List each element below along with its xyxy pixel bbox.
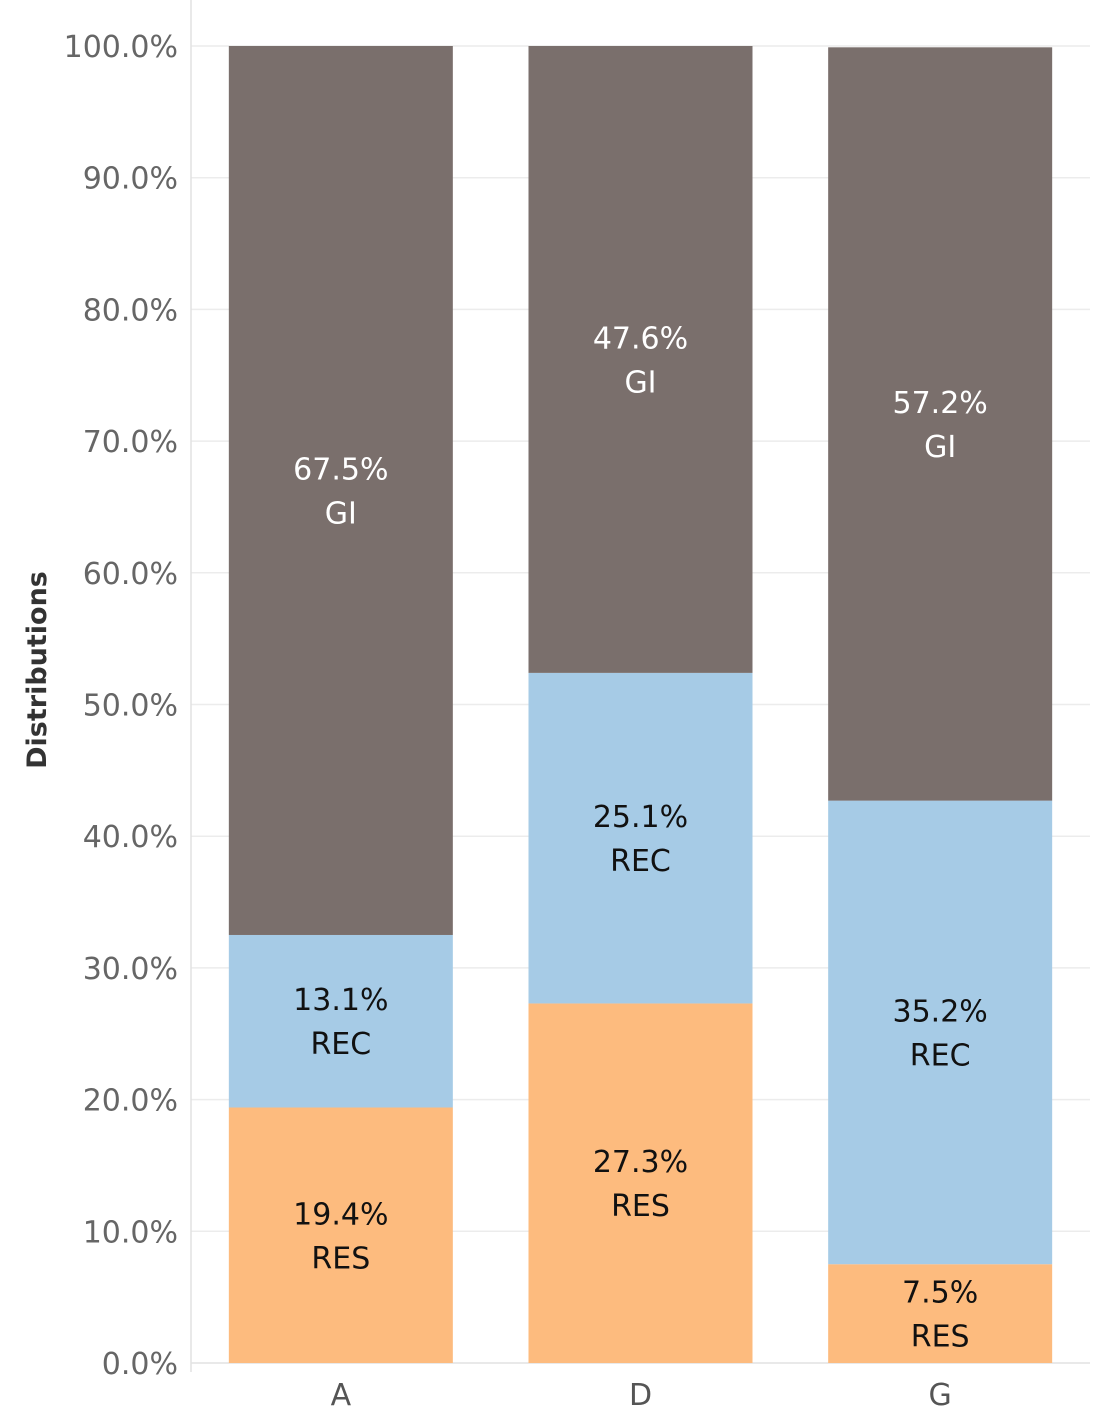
bar-segment-res [828,1264,1053,1363]
y-tick-label: 10.0% [83,1215,178,1250]
bar-segment-gi [828,47,1053,801]
y-tick-labels: 0.0% 10.0% 20.0% 30.0% 40.0% 50.0% 60.0% 70.0% 8… [64,30,178,1382]
y-tick-label: 100.0% [64,30,178,65]
y-tick-label: 40.0% [83,820,178,855]
data-label-series: GI [325,496,357,531]
bar-segment-gi [528,46,753,673]
data-label-series: REC [910,1038,971,1073]
y-tick-label: 50.0% [83,689,178,724]
data-label-value: 7.5% [902,1276,978,1311]
bar-segment-rec [828,800,1053,1265]
data-label-series: REC [610,844,671,879]
x-tick-label: A [331,1378,352,1413]
x-tick-label: G [929,1378,952,1413]
bar-segment-res [228,1107,453,1363]
bar-segment-res [528,1003,753,1363]
y-tick-label: 80.0% [83,293,178,328]
data-label-series: RES [311,1241,370,1276]
bar-segment-rec [228,934,453,1108]
y-tick-label: 90.0% [83,162,178,197]
y-tick-label: 30.0% [83,952,178,987]
segment-labels: 19.4% RES 13.1% REC 67.5% GI 27.3% RES 25.1% REC 4… [293,321,988,1354]
data-label-value: 57.2% [893,386,988,421]
x-tick-label: D [629,1378,652,1413]
y-tick-label: 0.0% [102,1347,178,1382]
data-label-value: 27.3% [593,1145,688,1180]
data-label-value: 13.1% [293,983,388,1018]
data-label-series: GI [624,365,656,400]
data-label-value: 35.2% [893,994,988,1029]
data-label-value: 25.1% [593,800,688,835]
y-tick-label: 20.0% [83,1084,178,1119]
y-tick-label: 70.0% [83,425,178,460]
bar-segment-gi [228,46,453,935]
bar-segment-rec [528,672,753,1004]
y-tick-label: 60.0% [83,557,178,592]
data-label-series: RES [911,1320,970,1355]
y-axis-title: Distributions [22,571,53,769]
bars [228,46,1053,1363]
data-label-series: REC [310,1027,371,1062]
data-label-value: 67.5% [293,452,388,487]
data-label-series: RES [611,1189,670,1224]
data-label-value: 19.4% [293,1197,388,1232]
data-label-series: GI [924,430,956,465]
data-label-value: 47.6% [593,321,688,356]
